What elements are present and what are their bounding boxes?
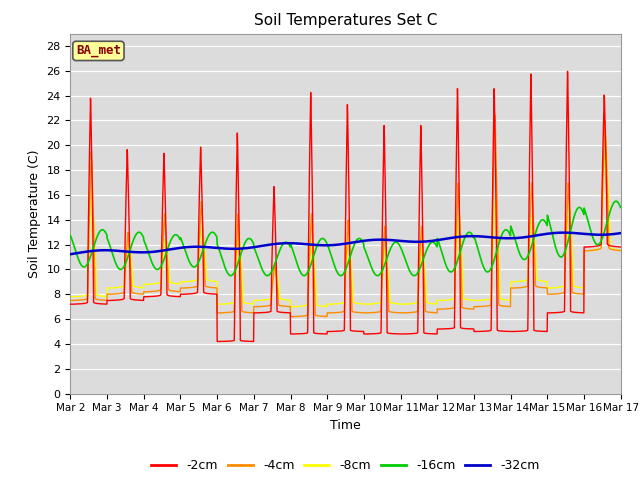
Y-axis label: Soil Temperature (C): Soil Temperature (C) [28, 149, 41, 278]
Text: BA_met: BA_met [76, 44, 121, 58]
Legend: -2cm, -4cm, -8cm, -16cm, -32cm: -2cm, -4cm, -8cm, -16cm, -32cm [147, 455, 545, 477]
Title: Soil Temperatures Set C: Soil Temperatures Set C [254, 13, 437, 28]
X-axis label: Time: Time [330, 419, 361, 432]
